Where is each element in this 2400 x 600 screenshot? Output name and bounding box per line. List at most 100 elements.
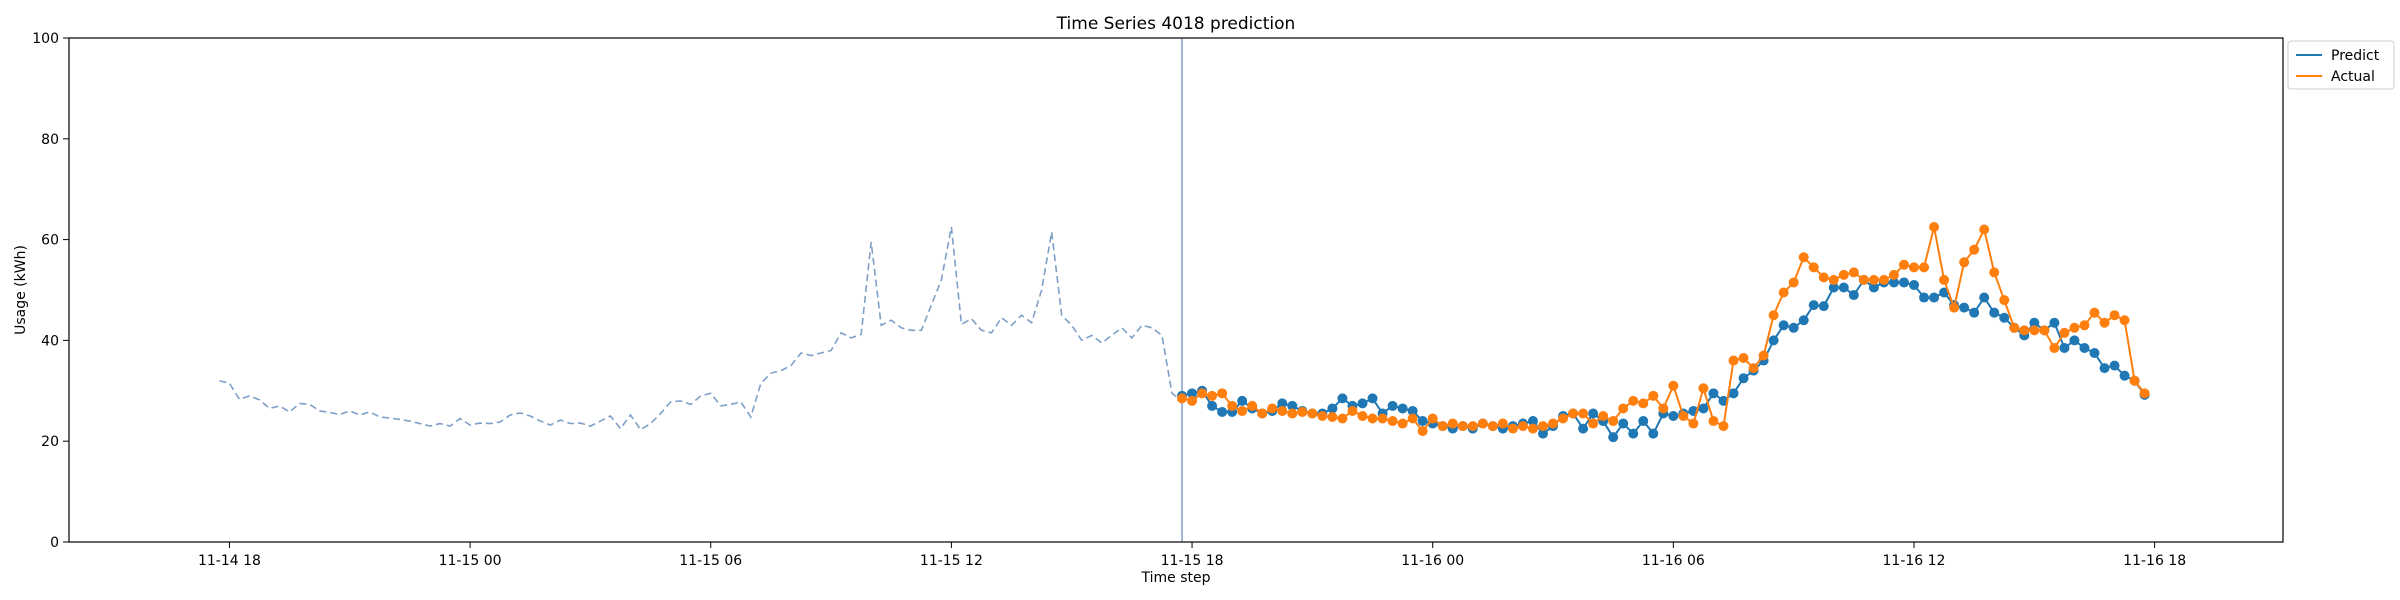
predict-point: [1638, 416, 1649, 427]
actual-point: [1688, 418, 1699, 429]
actual-point: [1919, 262, 1930, 273]
x-tick-label: 11-15 00: [439, 553, 502, 569]
plot-frame: [68, 37, 2284, 543]
y-tick-label: 80: [41, 132, 59, 148]
predict-point: [2049, 317, 2060, 328]
y-tick-label: 40: [41, 333, 59, 349]
actual-point: [1698, 383, 1709, 394]
actual-point: [1267, 403, 1278, 414]
actual-point: [1387, 416, 1398, 427]
predict-point: [1929, 292, 1940, 303]
actual-point: [1668, 380, 1679, 391]
predict-point: [1357, 398, 1368, 409]
actual-point: [2059, 327, 2070, 338]
predict-point: [1788, 322, 1799, 333]
x-tick-label: 11-15 18: [1161, 553, 1224, 569]
predict-point: [1909, 279, 1919, 290]
predict-point: [1417, 416, 1428, 427]
actual-point: [1397, 418, 1408, 429]
axes: 0 20 40 60 80 100 11-14 18 11-15 00 11-15 06 11-1…: [32, 31, 2186, 569]
actual-point: [1367, 413, 1378, 424]
actual-point: [1347, 405, 1358, 416]
actual-point: [1628, 395, 1639, 406]
actual-point: [1437, 421, 1448, 432]
actual-point: [2139, 388, 2150, 399]
actual-point: [2029, 325, 2040, 336]
predict-point: [1828, 282, 1839, 293]
predict-point: [1367, 393, 1378, 404]
legend: Predict Actual: [2287, 40, 2395, 90]
predict-point: [1337, 393, 1348, 404]
actual-point: [2009, 322, 2020, 333]
actual-point: [1638, 398, 1649, 409]
actual-point: [1217, 388, 1228, 399]
predict-point: [1738, 373, 1749, 384]
predict-point: [1668, 411, 1679, 421]
predict-point: [1969, 307, 1980, 318]
actual-point: [1467, 421, 1478, 432]
actual-point: [1939, 274, 1950, 285]
actual-point: [1237, 405, 1248, 416]
actual-point: [1848, 267, 1859, 278]
predict-point: [2119, 370, 2130, 381]
actual-point: [1838, 269, 1849, 280]
actual-point: [1407, 413, 1418, 424]
actual-point: [1337, 413, 1348, 424]
actual-point: [2049, 342, 2060, 353]
predict-point: [1808, 300, 1819, 311]
predict-point: [1327, 403, 1338, 414]
actual-point: [1748, 363, 1759, 374]
predict-point: [2099, 363, 2110, 374]
predict-point: [2079, 342, 2090, 353]
x-tick-label: 11-16 12: [1883, 553, 1946, 569]
actual-point: [1357, 411, 1368, 421]
actual-point: [1207, 390, 1218, 401]
predict-point: [1898, 277, 1909, 288]
actual-point: [1588, 418, 1599, 429]
actual-point: [1457, 421, 1468, 432]
plot-area: [219, 38, 2150, 542]
actual-point: [1527, 423, 1538, 434]
predict-point: [1708, 388, 1719, 399]
predict-point: [2089, 348, 2100, 358]
actual-point: [1768, 310, 1779, 321]
actual-point: [1447, 418, 1458, 429]
actual-point: [1548, 418, 1559, 429]
actual-point: [1477, 418, 1488, 429]
actual-point: [1999, 295, 2010, 306]
legend-predict-label: Predict: [2331, 48, 2380, 64]
predict-point: [1888, 277, 1899, 288]
actual-point: [1377, 413, 1388, 424]
predict-point: [1537, 428, 1548, 439]
predict-point: [1397, 403, 1408, 414]
predict-point: [1728, 388, 1739, 399]
actual-point: [2069, 322, 2080, 333]
predict-point: [1187, 388, 1198, 399]
predict-point: [1407, 405, 1418, 416]
x-tick-label: 11-16 18: [2123, 553, 2186, 569]
x-tick-label: 11-16 00: [1401, 553, 1464, 569]
actual-point: [1648, 390, 1659, 401]
actual-point: [1969, 244, 1980, 255]
actual-point: [1578, 408, 1589, 419]
predict-point: [1217, 406, 1228, 417]
actual-point: [1788, 277, 1799, 288]
actual-point: [1277, 405, 1288, 416]
actual-point: [1808, 262, 1819, 273]
actual-point: [1898, 259, 1909, 270]
y-tick-label: 0: [50, 535, 59, 551]
actual-point: [1517, 421, 1528, 432]
actual-point: [1618, 403, 1629, 414]
actual-point: [1307, 408, 1318, 419]
actual-point: [1427, 413, 1438, 424]
actual-point: [2099, 317, 2110, 328]
predict-point: [2069, 335, 2080, 346]
predict-point: [2029, 317, 2040, 328]
actual-point: [1979, 224, 1990, 235]
actual-point: [1758, 350, 1769, 361]
predict-point: [1778, 320, 1789, 331]
actual-point: [1247, 400, 1258, 411]
predict-point: [1628, 428, 1639, 439]
actual-point: [2019, 325, 2030, 336]
predict-point: [1618, 418, 1629, 429]
